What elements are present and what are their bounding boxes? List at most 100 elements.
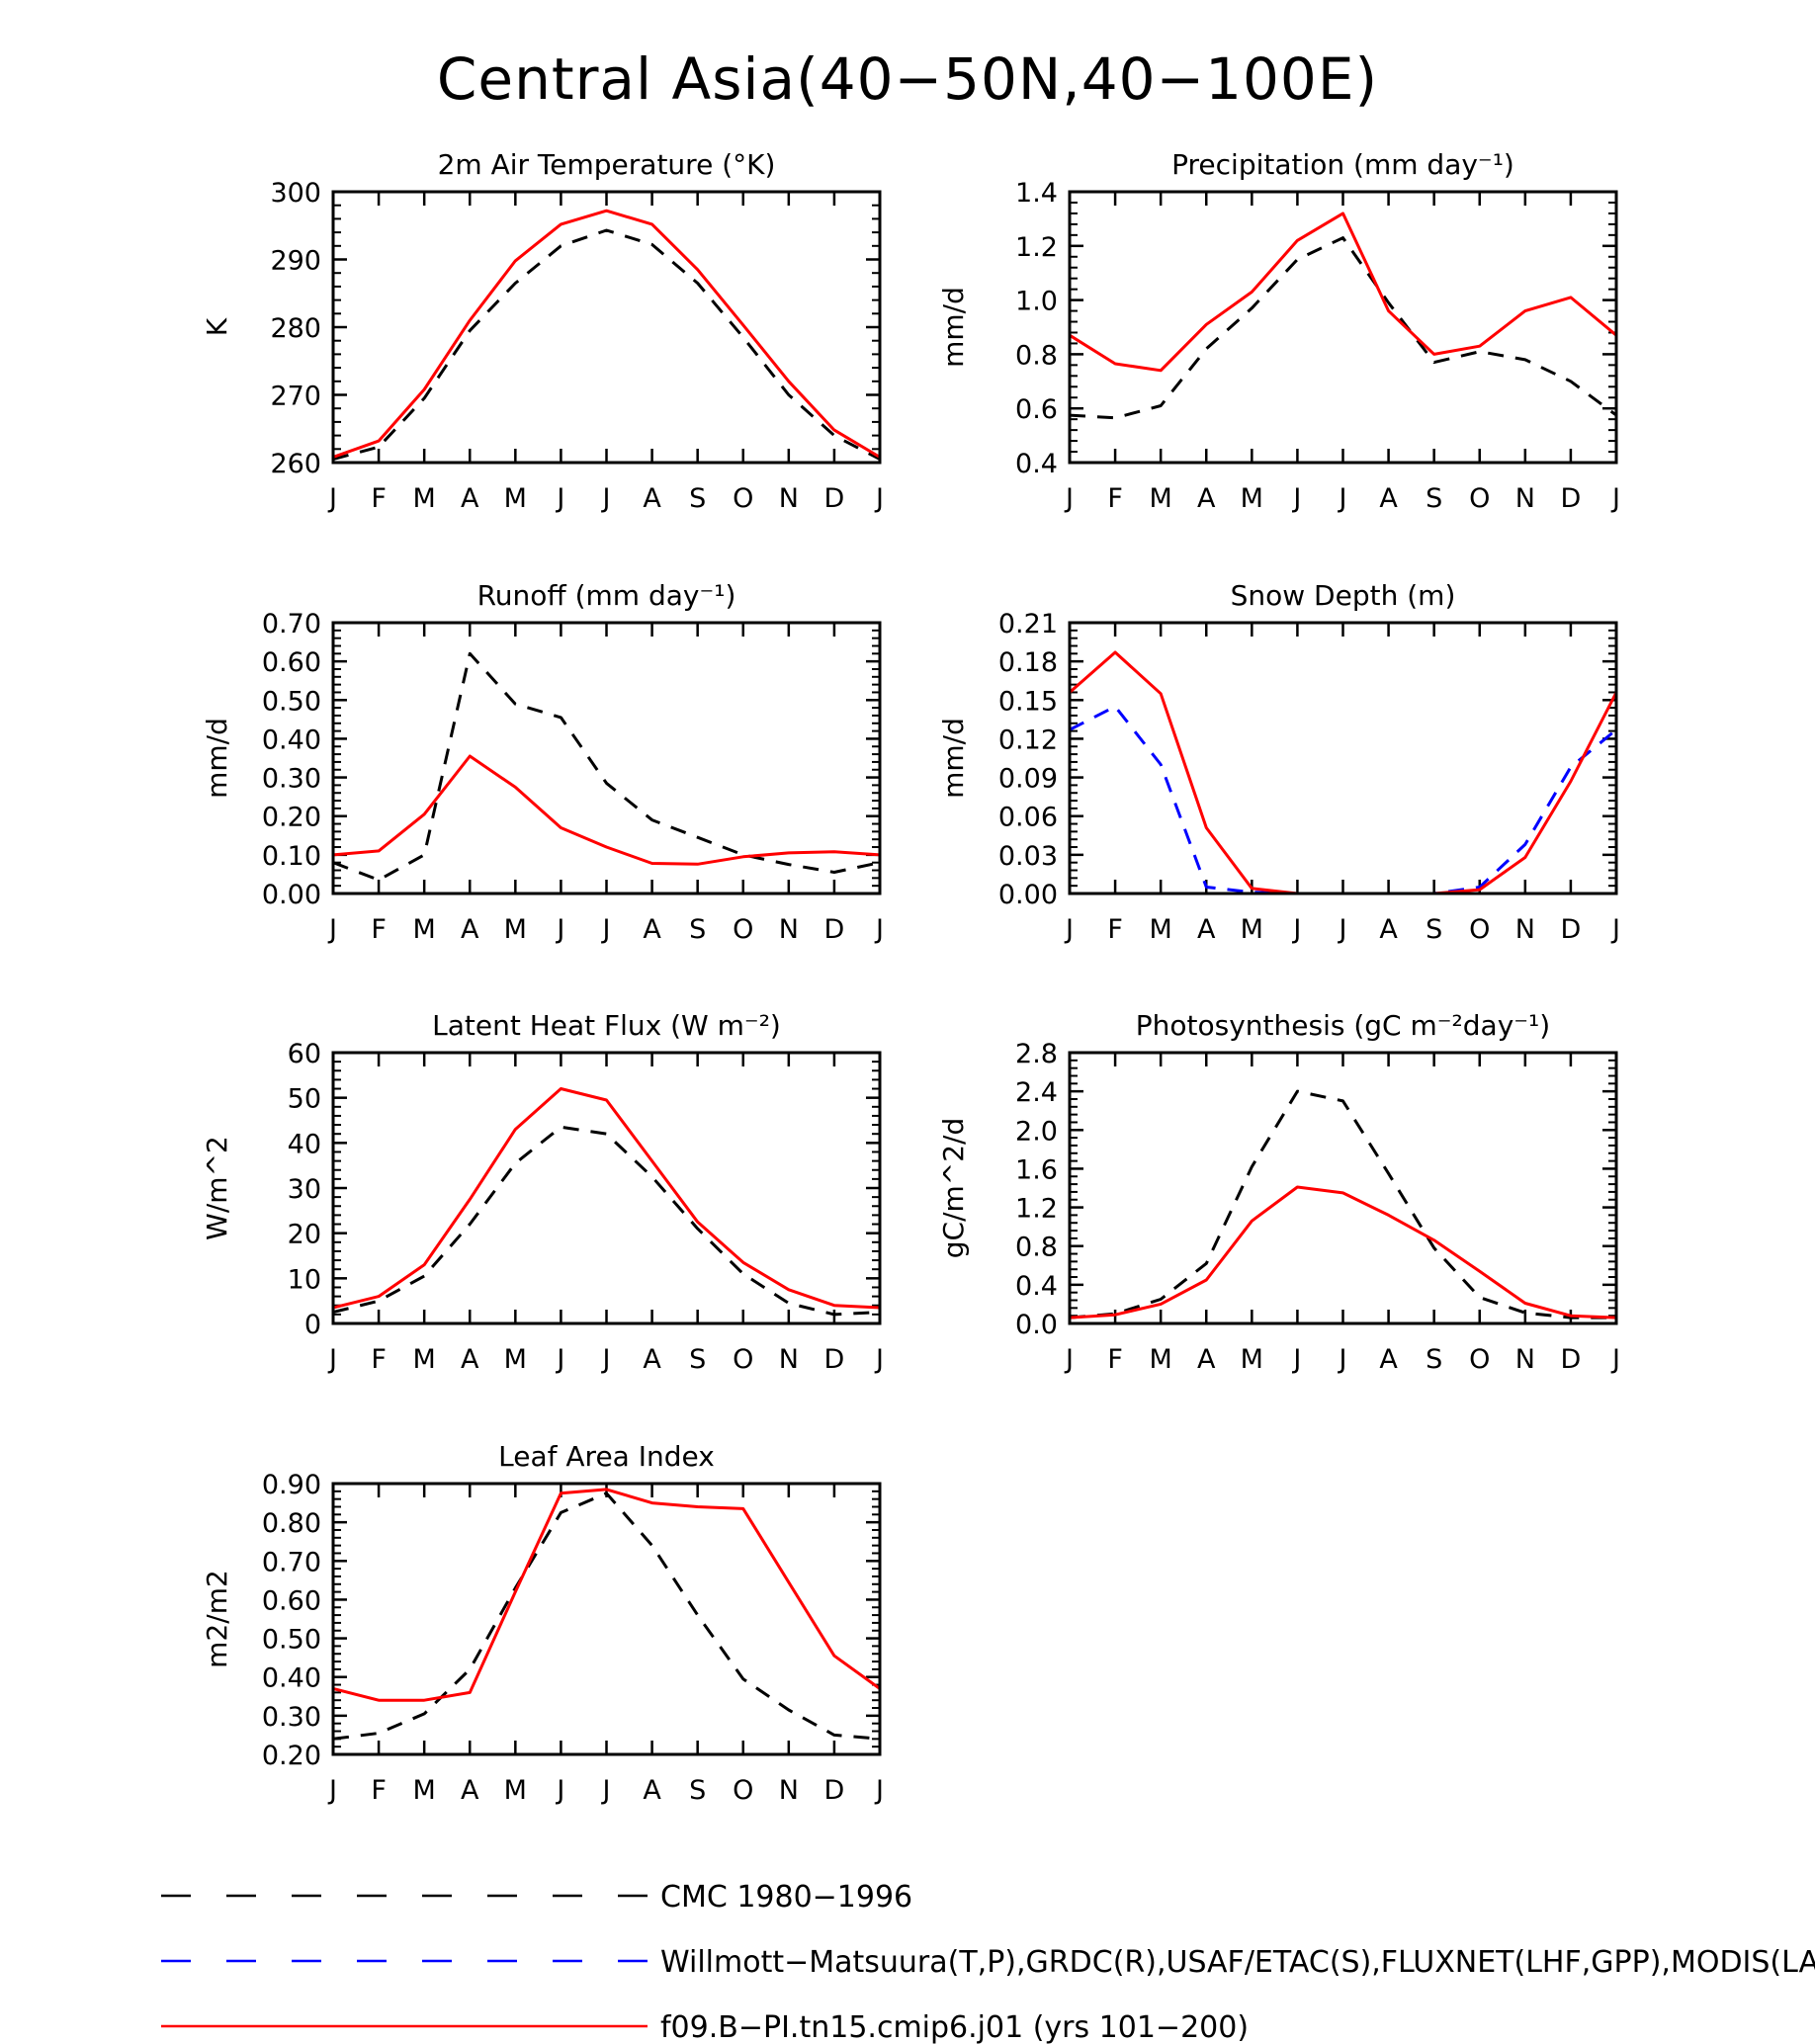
x-tick-label: D xyxy=(1561,1344,1582,1375)
x-tick-label: N xyxy=(1515,914,1535,945)
x-tick-label: N xyxy=(1515,483,1535,514)
y-ticks: 0.0 0.4 0.8 1.2 1.6 2.0 2.4 2.8 xyxy=(1015,1039,1616,1340)
x-tick-label: S xyxy=(1426,483,1442,514)
plot-frame xyxy=(1068,190,1618,465)
x-tick-label: M xyxy=(504,914,527,945)
y-tick-label: 0.8 xyxy=(1015,1233,1058,1263)
x-tick-label: N xyxy=(1515,1344,1535,1375)
legend-label: CMC 1980−1996 xyxy=(660,1880,912,1915)
x-tick-label: J xyxy=(1064,483,1074,514)
x-tick-label: J xyxy=(1291,483,1301,514)
panel-title: Leaf Area Index xyxy=(498,1440,715,1473)
x-tick-label: J xyxy=(601,914,611,945)
x-tick-label: N xyxy=(779,1344,799,1375)
series-group xyxy=(1070,212,1616,420)
x-tick-label: A xyxy=(1197,1344,1216,1375)
x-tick-label: J xyxy=(601,1775,611,1806)
x-tick-label: J xyxy=(1610,914,1620,945)
x-tick-label: D xyxy=(824,1775,845,1806)
y-tick-label: 50 xyxy=(288,1084,321,1115)
y-tick-label: 60 xyxy=(288,1039,321,1069)
y-tick-label: 300 xyxy=(270,178,321,209)
figure-title: Central Asia(40−50N,40−100E) xyxy=(437,45,1378,113)
x-tick-label: S xyxy=(689,483,706,514)
series-line xyxy=(333,228,880,462)
legend-entry: f09.B−PI.tn15.cmip6.j01 (yrs 101−200) xyxy=(161,2010,1249,2044)
chart-panel-4: Snow Depth (m)mm/d0.000.030.060.090.120.… xyxy=(937,579,1620,945)
y-tick-label: 0.00 xyxy=(262,880,321,910)
y-tick-label: 0 xyxy=(304,1310,321,1340)
x-tick-label: O xyxy=(733,1344,753,1375)
y-tick-label: 40 xyxy=(288,1129,321,1159)
y-tick-label: 0.00 xyxy=(998,880,1058,910)
y-tick-label: 0.03 xyxy=(998,841,1058,872)
x-tick-label: D xyxy=(1561,914,1582,945)
plot-frame xyxy=(331,1051,882,1325)
y-tick-label: 1.6 xyxy=(1015,1154,1058,1185)
x-tick-label: M xyxy=(413,483,436,514)
y-tick-label: 1.2 xyxy=(1015,1194,1058,1225)
x-tick-label: J xyxy=(1610,1344,1620,1375)
series-line xyxy=(1070,1185,1616,1320)
series-group xyxy=(333,209,880,462)
y-axis-label: W/m^2 xyxy=(201,1136,233,1240)
x-tick-label: J xyxy=(1291,1344,1301,1375)
x-tick-label: J xyxy=(1064,1344,1074,1375)
series-line xyxy=(333,1491,880,1741)
x-tick-label: J xyxy=(874,1344,884,1375)
panel-title: 2m Air Temperature (°K) xyxy=(438,148,776,181)
y-axis-label: gC/m^2/d xyxy=(937,1118,970,1259)
x-tick-label: J xyxy=(601,1344,611,1375)
x-tick-label: M xyxy=(1150,483,1172,514)
series-line xyxy=(333,209,880,459)
series-line xyxy=(1070,650,1616,894)
series-group xyxy=(1070,1089,1616,1320)
x-tick-label: D xyxy=(824,914,845,945)
x-tick-label: F xyxy=(371,1344,387,1375)
x-tick-label: N xyxy=(779,1775,799,1806)
plot-frame xyxy=(1068,621,1618,895)
x-tick-label: J xyxy=(1064,914,1074,945)
x-tick-label: J xyxy=(555,1775,564,1806)
series-group xyxy=(333,651,880,882)
panel-title: Latent Heat Flux (W m⁻²) xyxy=(432,1009,781,1042)
y-tick-label: 0.6 xyxy=(1015,394,1058,425)
plot-frame xyxy=(331,190,882,465)
y-tick-label: 1.2 xyxy=(1015,232,1058,263)
y-tick-label: 0.21 xyxy=(998,609,1058,639)
x-tick-label: M xyxy=(1241,1344,1263,1375)
x-tick-label: J xyxy=(327,483,337,514)
y-tick-label: 0.20 xyxy=(262,1741,321,1771)
x-tick-label: A xyxy=(461,483,479,514)
panels: 2m Air Temperature (°K)K260270280290300J… xyxy=(201,148,1620,1806)
y-axis-label: K xyxy=(201,317,233,336)
x-tick-label: N xyxy=(779,914,799,945)
x-tick-label: D xyxy=(824,1344,845,1375)
y-axis-label: mm/d xyxy=(937,287,970,368)
x-tick-label: A xyxy=(1379,1344,1398,1375)
panel-title: Photosynthesis (gC m⁻²day⁻¹) xyxy=(1136,1009,1550,1042)
y-ticks: 0.4 0.6 0.8 1.0 1.2 1.4 xyxy=(1015,178,1616,479)
x-tick-label: J xyxy=(555,914,564,945)
series-line xyxy=(1070,236,1616,420)
y-tick-label: 0.10 xyxy=(262,841,321,872)
y-tick-label: 0.06 xyxy=(998,803,1058,833)
x-tick-label: J xyxy=(1338,483,1347,514)
x-tick-label: F xyxy=(371,1775,387,1806)
legend-entry: CMC 1980−1996 xyxy=(161,1880,912,1915)
y-tick-label: 0.0 xyxy=(1015,1310,1058,1340)
y-axis-label: mm/d xyxy=(201,718,233,799)
x-tick-label: F xyxy=(1107,483,1123,514)
x-tick-label: A xyxy=(643,914,661,945)
legend-label: Willmott−Matsuura(T,P),GRDC(R),USAF/ETAC… xyxy=(660,1945,1815,1980)
x-tick-label: S xyxy=(689,1775,706,1806)
y-tick-label: 1.0 xyxy=(1015,287,1058,317)
panel-title: Precipitation (mm day⁻¹) xyxy=(1171,148,1514,181)
legend-entry: Willmott−Matsuura(T,P),GRDC(R),USAF/ETAC… xyxy=(161,1945,1815,1980)
chart-panel-3: Runoff (mm day⁻¹) mm/d 0.00 0.10 0.20 0.30 0.4… xyxy=(201,579,884,945)
